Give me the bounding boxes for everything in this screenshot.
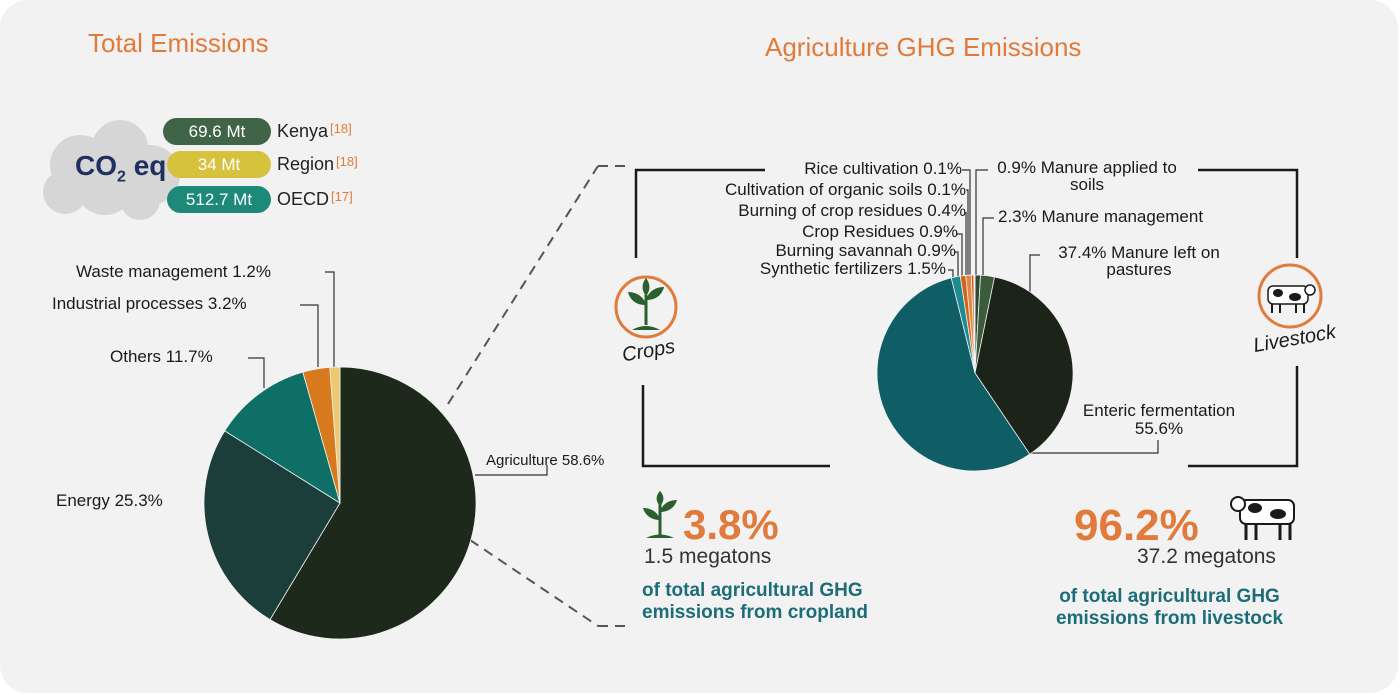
cloud-icon [43, 120, 180, 220]
agri-label-enteric: Enteric fermentation 55.6% [1082, 401, 1236, 438]
crops-circle-icon [614, 275, 678, 339]
kenya-pill: 69.6 Mt [163, 118, 271, 145]
crops-megatons: 1.5 megatons [644, 545, 772, 568]
sprout-icon [643, 491, 677, 538]
total-emissions-title: Total Emissions [88, 28, 269, 58]
agri-emissions-pie [876, 274, 1074, 472]
total-label-waste: Waste management 1.2% [76, 262, 271, 281]
crops-percent: 3.8% [683, 501, 779, 548]
agri-slice-rice-cultivation [973, 274, 976, 374]
total-slice-others [224, 371, 341, 504]
livestock-megatons: 37.2 megatons [1137, 545, 1276, 568]
total-emissions-pie [203, 366, 477, 640]
total-slice-waste-management [329, 366, 341, 504]
total-slice-energy [203, 430, 341, 621]
agri-label-manure-applied: 0.9% Manure applied to soils [997, 158, 1177, 194]
agri-label-organic-soils: Cultivation of organic soils 0.1% [725, 180, 966, 199]
total-slice-agriculture [269, 366, 477, 640]
agri-label-synthetic: Synthetic fertilizers 1.5% [759, 259, 946, 278]
agri-label-manure-pastures: 37.4% Manure left on pastures [1058, 243, 1220, 279]
agri-slice-enteric-fermentation [876, 277, 1031, 472]
region-label: Region [18] [277, 154, 358, 174]
agri-label-crop-residues: Crop Residues 0.9% [802, 222, 958, 241]
bracket-lines [634, 168, 1299, 468]
kenya-label: Kenya [18] [277, 121, 352, 141]
livestock-circle-icon [1257, 263, 1323, 329]
connector-lines [447, 165, 626, 627]
co2eq-label: CO2 eq [75, 150, 167, 186]
total-label-industrial: Industrial processes 3.2% [52, 294, 247, 313]
agri-label-burning-savannah: Burning savannah 0.9% [775, 241, 956, 260]
oecd-pill: 512.7 Mt [167, 186, 271, 213]
total-leader-lines [205, 271, 548, 504]
agri-label-manure-management: 2.3% Manure management [998, 207, 1204, 226]
agri-slice-manure-left-on-pastures [974, 276, 1074, 455]
region-pill: 34 Mt [167, 151, 271, 178]
livestock-desc: of total agricultural GHG emissions from… [1056, 586, 1284, 629]
cow-icon [1230, 496, 1295, 540]
agri-leader-lines [948, 169, 1159, 454]
total-label-agriculture: Agriculture 58.6% [486, 452, 605, 469]
agri-label-rice: Rice cultivation 0.1% [804, 159, 962, 178]
agri-emissions-title: Agriculture GHG Emissions [765, 32, 1082, 62]
livestock-percent: 96.2% [1074, 501, 1199, 550]
total-label-others: Others 11.7% [110, 347, 213, 366]
crops-desc: of total agricultural GHG emissions from… [642, 580, 868, 623]
total-label-energy: Energy 25.3% [56, 491, 163, 510]
agri-label-burning-residues: Burning of crop residues 0.4% [738, 201, 966, 220]
oecd-label: OECD [17] [277, 189, 353, 209]
